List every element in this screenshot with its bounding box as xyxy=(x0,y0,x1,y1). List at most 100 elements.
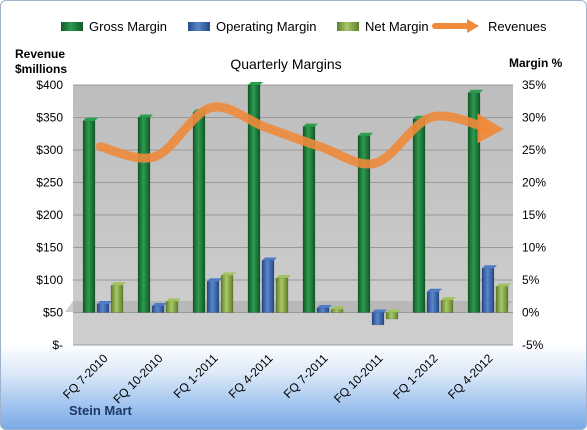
bar-operating-margin-face xyxy=(96,303,110,313)
bar-operating-margin-top xyxy=(317,304,332,308)
right-axis-label: Margin % xyxy=(509,56,563,70)
right-tick-label: 30% xyxy=(522,111,546,125)
bar-gross-margin xyxy=(82,117,98,313)
legend-label-gross: Gross Margin xyxy=(89,19,167,34)
bar-gross-margin-top xyxy=(138,114,153,118)
bar-gross-margin-top xyxy=(358,132,373,136)
bar-gross-margin xyxy=(137,114,153,313)
right-tick-label: 0% xyxy=(522,306,540,320)
legend-label-operating: Operating Margin xyxy=(216,19,316,34)
bar-operating-margin xyxy=(371,309,387,326)
bar-net-margin xyxy=(385,309,401,320)
bar-operating-margin-face xyxy=(151,305,165,313)
bar-net-margin xyxy=(440,297,456,313)
revenues-line-arrowhead xyxy=(477,113,504,144)
right-axis-ticks: -5% 0% 5% 10% 15% 20% 25% 30% 35% xyxy=(522,78,546,352)
right-tick-label: 20% xyxy=(522,176,546,190)
bar-gross-margin-top xyxy=(468,89,483,93)
bar-operating-margin-top xyxy=(97,301,112,305)
right-tick-label: -5% xyxy=(522,338,544,352)
bar-operating-margin-top xyxy=(262,257,277,261)
legend-swatch-net xyxy=(337,22,359,31)
bar-operating-margin-face xyxy=(426,291,440,313)
left-tick-label: $250 xyxy=(36,176,63,190)
bar-net-margin xyxy=(220,272,236,313)
bar-operating-margin xyxy=(426,288,442,313)
bar-gross-margin-face xyxy=(412,118,426,313)
bar-gross-margin xyxy=(192,109,208,313)
bar-gross-margin xyxy=(467,89,483,313)
bar-gross-margin xyxy=(302,123,318,313)
bar-net-margin xyxy=(495,283,511,313)
right-tick-label: 35% xyxy=(522,78,546,92)
bar-net-margin-top xyxy=(276,275,291,279)
left-tick-label: $350 xyxy=(36,111,63,125)
x-tick-label: FQ 4-2011 xyxy=(226,351,276,401)
x-tick-label: FQ 4-2012 xyxy=(445,351,496,402)
bar-operating-margin-top xyxy=(372,309,387,313)
bar-net-margin-face xyxy=(220,275,234,313)
legend: Gross Margin Operating Margin Net Margin… xyxy=(61,19,547,34)
bar-net-margin-top xyxy=(111,282,126,286)
bar-net-margin-top xyxy=(331,306,346,310)
bar-gross-margin-face xyxy=(137,117,151,313)
bar-gross-margin xyxy=(247,82,263,313)
bar-operating-margin-face xyxy=(316,307,330,313)
bar-net-margin-face xyxy=(165,301,179,313)
bar-net-margin xyxy=(110,282,126,313)
bar-net-margin-top xyxy=(166,298,181,302)
bar-gross-margin-face xyxy=(302,126,316,313)
left-tick-label: $- xyxy=(52,338,63,352)
legend-label-revenues: Revenues xyxy=(488,19,547,34)
bar-net-margin-face xyxy=(275,277,289,313)
bar-net-margin-face xyxy=(330,309,344,313)
left-tick-label: $300 xyxy=(36,143,63,157)
bar-net-margin xyxy=(330,306,346,313)
bar-operating-margin xyxy=(206,278,222,313)
left-tick-label: $100 xyxy=(36,273,63,287)
bar-net-margin-top xyxy=(496,283,511,287)
bar-operating-margin-face xyxy=(206,281,220,313)
company-name: Stein Mart xyxy=(69,403,133,418)
bar-gross-margin-face xyxy=(192,112,206,313)
bar-gross-margin xyxy=(357,132,373,313)
left-axis-label-line2: $millions xyxy=(15,62,67,76)
x-tick-label: FQ 1-2011 xyxy=(171,351,221,401)
legend-label-net: Net Margin xyxy=(365,19,429,34)
bar-operating-margin-top xyxy=(152,303,167,306)
bar-gross-margin-top xyxy=(83,117,98,121)
right-tick-label: 25% xyxy=(522,143,546,157)
bar-net-margin-top xyxy=(441,297,456,301)
legend-swatch-operating xyxy=(188,22,210,31)
x-tick-label: FQ 7-2011 xyxy=(281,351,331,401)
bar-operating-margin xyxy=(261,257,277,313)
bar-net-margin-face xyxy=(495,286,509,313)
bar-gross-margin-top xyxy=(303,123,318,127)
bar-net-margin-face xyxy=(385,312,399,320)
left-axis-label-line1: Revenue xyxy=(15,47,65,61)
left-axis-ticks: $- $50 $100 $150 $200 $250 $300 $350 $400 xyxy=(36,78,63,352)
x-tick-label: FQ 10-2011 xyxy=(331,351,386,406)
legend-swatch-gross xyxy=(61,22,83,31)
bar-operating-margin-top xyxy=(427,288,442,292)
bar-net-margin xyxy=(275,275,291,313)
legend-arrow-revenues xyxy=(467,19,479,33)
bar-net-margin-face xyxy=(110,284,124,313)
right-tick-label: 5% xyxy=(522,273,540,287)
x-tick-label: FQ 7-2010 xyxy=(60,351,111,402)
bar-operating-margin-face xyxy=(371,312,385,326)
bar-operating-margin-top xyxy=(482,265,497,269)
bars xyxy=(82,82,511,326)
left-tick-label: $400 xyxy=(36,78,63,92)
bar-operating-margin xyxy=(481,265,497,313)
x-tick-label: FQ 10-2010 xyxy=(110,351,165,406)
bar-net-margin-top xyxy=(221,272,236,276)
bar-gross-margin-face xyxy=(82,120,96,313)
chart-title: Quarterly Margins xyxy=(230,56,341,72)
left-tick-label: $150 xyxy=(36,241,63,255)
bar-net-margin-face xyxy=(440,299,454,313)
revenues-line xyxy=(96,102,504,169)
bar-operating-margin-top xyxy=(207,278,222,282)
bar-operating-margin-face xyxy=(261,260,275,313)
